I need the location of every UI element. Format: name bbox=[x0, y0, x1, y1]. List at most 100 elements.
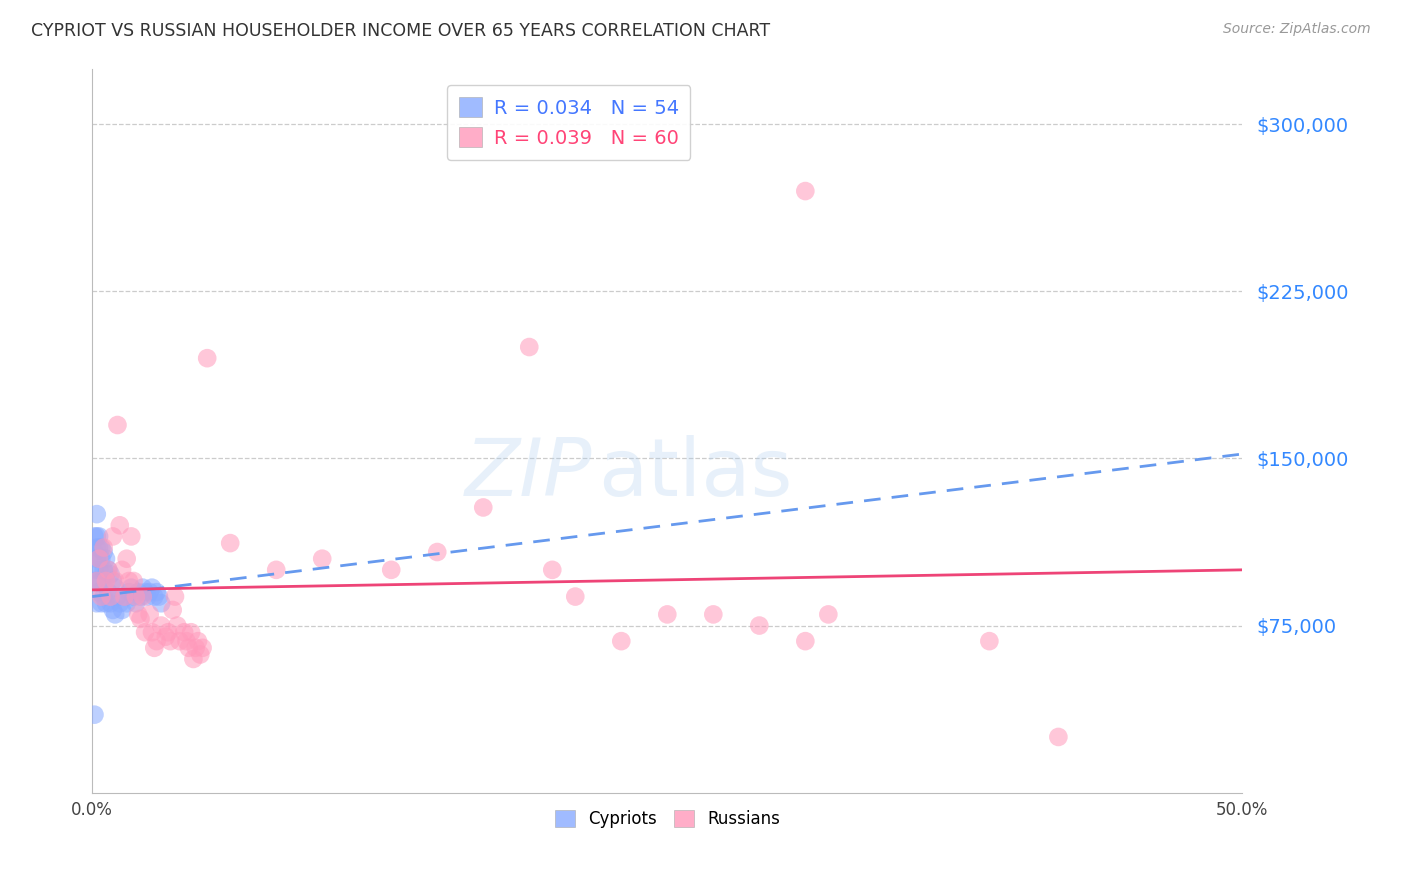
Point bbox=[94, 574, 117, 588]
Point bbox=[163, 590, 186, 604]
Point bbox=[141, 581, 163, 595]
Point bbox=[173, 625, 195, 640]
Point bbox=[183, 652, 205, 666]
Point bbox=[195, 351, 218, 366]
Point bbox=[94, 567, 117, 582]
Point bbox=[264, 563, 287, 577]
Point bbox=[120, 529, 142, 543]
Point bbox=[311, 551, 333, 566]
Point bbox=[125, 596, 148, 610]
Point bbox=[125, 590, 148, 604]
Point bbox=[93, 545, 115, 559]
Point bbox=[115, 596, 138, 610]
Point bbox=[118, 585, 141, 599]
Point bbox=[127, 585, 149, 599]
Point bbox=[93, 590, 115, 604]
Point bbox=[176, 634, 198, 648]
Point bbox=[111, 603, 134, 617]
Point bbox=[86, 574, 108, 588]
Point bbox=[120, 581, 142, 595]
Point bbox=[83, 574, 105, 588]
Point bbox=[138, 607, 160, 622]
Point bbox=[86, 574, 108, 588]
Point bbox=[87, 563, 110, 577]
Point bbox=[86, 551, 108, 566]
Point bbox=[94, 596, 117, 610]
Point bbox=[541, 563, 564, 577]
Point bbox=[134, 585, 156, 599]
Point bbox=[115, 551, 138, 566]
Point bbox=[122, 574, 145, 588]
Point bbox=[104, 574, 127, 588]
Point bbox=[83, 563, 105, 577]
Point bbox=[134, 625, 156, 640]
Point bbox=[87, 551, 110, 566]
Point bbox=[517, 340, 540, 354]
Point bbox=[86, 541, 108, 555]
Point bbox=[90, 574, 112, 588]
Point bbox=[111, 563, 134, 577]
Point bbox=[148, 590, 170, 604]
Point bbox=[83, 707, 105, 722]
Point bbox=[104, 581, 127, 595]
Point bbox=[136, 590, 159, 604]
Point bbox=[101, 574, 124, 588]
Point bbox=[187, 634, 209, 648]
Point bbox=[159, 634, 181, 648]
Point bbox=[86, 596, 108, 610]
Point bbox=[143, 590, 166, 604]
Point bbox=[97, 563, 120, 577]
Text: atlas: atlas bbox=[599, 435, 793, 513]
Point bbox=[184, 640, 207, 655]
Point bbox=[219, 536, 242, 550]
Point bbox=[93, 563, 115, 577]
Point bbox=[86, 529, 108, 543]
Point bbox=[979, 634, 1001, 648]
Point bbox=[87, 585, 110, 599]
Text: CYPRIOT VS RUSSIAN HOUSEHOLDER INCOME OVER 65 YEARS CORRELATION CHART: CYPRIOT VS RUSSIAN HOUSEHOLDER INCOME OV… bbox=[31, 22, 770, 40]
Point bbox=[180, 625, 202, 640]
Point bbox=[191, 640, 214, 655]
Legend: Cypriots, Russians: Cypriots, Russians bbox=[548, 804, 786, 835]
Point bbox=[610, 634, 633, 648]
Point bbox=[127, 607, 149, 622]
Point bbox=[145, 634, 167, 648]
Point bbox=[90, 551, 112, 566]
Point bbox=[155, 630, 177, 644]
Point bbox=[129, 612, 152, 626]
Point bbox=[1047, 730, 1070, 744]
Point bbox=[702, 607, 724, 622]
Point bbox=[564, 590, 586, 604]
Point bbox=[107, 417, 129, 432]
Point bbox=[157, 625, 180, 640]
Point bbox=[138, 585, 160, 599]
Point bbox=[97, 585, 120, 599]
Point bbox=[150, 596, 173, 610]
Point bbox=[87, 529, 110, 543]
Point bbox=[162, 603, 184, 617]
Point bbox=[100, 596, 122, 610]
Point bbox=[90, 596, 112, 610]
Point bbox=[817, 607, 839, 622]
Point bbox=[166, 618, 188, 632]
Point bbox=[100, 567, 122, 582]
Point bbox=[177, 640, 200, 655]
Point bbox=[150, 618, 173, 632]
Point bbox=[145, 585, 167, 599]
Point bbox=[132, 581, 155, 595]
Point bbox=[132, 590, 155, 604]
Point bbox=[141, 625, 163, 640]
Point bbox=[426, 545, 449, 559]
Point bbox=[748, 618, 770, 632]
Point bbox=[97, 563, 120, 577]
Point bbox=[112, 590, 135, 604]
Point bbox=[169, 634, 191, 648]
Point bbox=[86, 507, 108, 521]
Text: ZIP: ZIP bbox=[465, 435, 592, 513]
Point bbox=[794, 184, 817, 198]
Point bbox=[101, 603, 124, 617]
Point bbox=[108, 518, 131, 533]
Point bbox=[87, 551, 110, 566]
Point bbox=[188, 648, 211, 662]
Point bbox=[794, 634, 817, 648]
